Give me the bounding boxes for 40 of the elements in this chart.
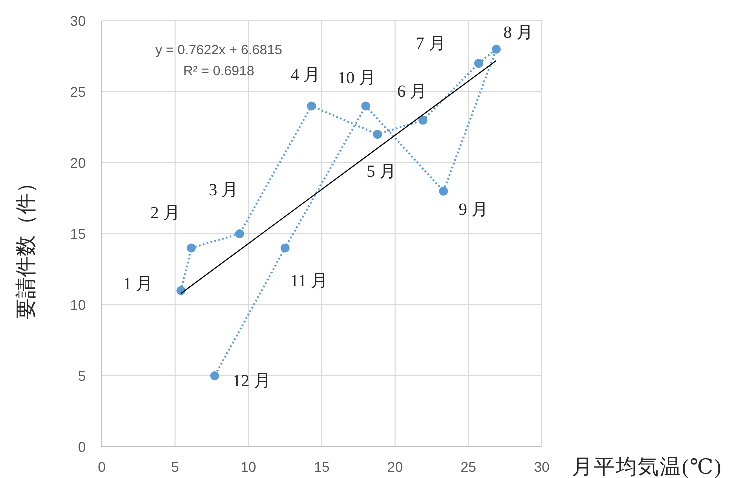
- annotation: 1 月: [123, 274, 154, 294]
- annotation: 11 月: [290, 272, 328, 291]
- point: [439, 186, 448, 196]
- point: [280, 244, 290, 253]
- point: [307, 102, 316, 111]
- y-tick-label: 25: [70, 84, 86, 100]
- annotation: 8 月: [504, 22, 534, 42]
- annotation: R² = 0.6918: [184, 64, 254, 78]
- y-tick-label: 5: [78, 368, 86, 384]
- annotation: 7 月: [416, 34, 446, 54]
- x-tick-label: 25: [460, 459, 477, 475]
- point: [373, 130, 382, 140]
- annotation: 3 月: [208, 180, 239, 200]
- y-tick-label: 30: [70, 13, 86, 29]
- point: [235, 230, 244, 238]
- annotation: 9 月: [458, 200, 489, 219]
- point: [492, 44, 502, 54]
- y-tick-label: 0: [78, 439, 86, 455]
- y-axis-title: 要請件数（件）: [14, 172, 38, 320]
- y-tick-label: 20: [70, 155, 86, 171]
- x-tick-label: 10: [240, 459, 257, 475]
- annotation: 2 月: [150, 204, 180, 223]
- point: [362, 102, 370, 111]
- annotation: 5 月: [366, 162, 397, 182]
- x-tick-label: 20: [388, 459, 404, 475]
- annotation: 6 月: [397, 82, 428, 101]
- point: [418, 116, 428, 125]
- annotation: y = 0.7622x + 6.6815: [156, 42, 282, 58]
- y-tick-label: 10: [70, 297, 86, 313]
- annotation: 10 月: [338, 68, 376, 88]
- x-tick-label: 30: [534, 459, 550, 475]
- x-tick-label: 0: [98, 459, 106, 475]
- point: [474, 59, 484, 68]
- point: [186, 244, 196, 253]
- x-tick-label: 5: [171, 459, 180, 475]
- point: [210, 372, 220, 380]
- y-tick-label: 15: [70, 226, 86, 242]
- annotation: 4 月: [290, 66, 321, 85]
- annotation: 12 月: [232, 372, 272, 390]
- x-tick-label: 15: [314, 459, 330, 475]
